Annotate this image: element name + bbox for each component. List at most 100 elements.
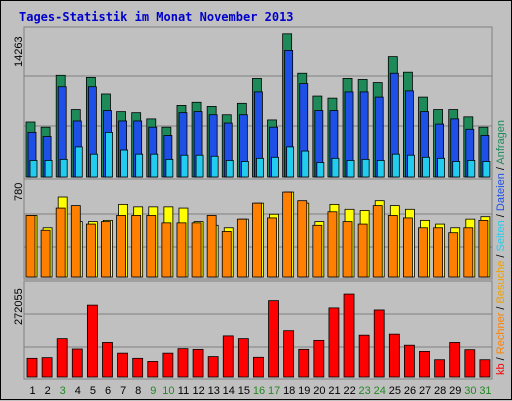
kb-bar-24	[373, 309, 385, 378]
x-tick-label-5: 5	[90, 385, 96, 397]
kb-bar-25	[388, 333, 400, 378]
x-tick-label-2: 2	[45, 385, 51, 397]
x-tick-label-31: 31	[479, 385, 491, 397]
x-tick-label-3: 3	[60, 385, 66, 397]
seiten-bar-16	[256, 157, 264, 178]
x-tick-label-28: 28	[434, 385, 446, 397]
rechner-bar-11	[176, 222, 187, 278]
x-tick-label-18: 18	[283, 385, 295, 397]
kb-bar-31	[479, 359, 491, 378]
kb-bar-30	[464, 349, 476, 378]
x-tick-label-10: 10	[162, 385, 174, 397]
seiten-bar-7	[120, 149, 128, 178]
kb-bar-28	[434, 359, 446, 378]
seiten-bar-14	[225, 159, 234, 178]
kb-bar-18	[283, 330, 295, 378]
seiten-bar-3	[59, 158, 68, 178]
x-tick-label-15: 15	[238, 385, 250, 397]
rechner-bar-10	[161, 222, 172, 278]
seiten-bar-21	[331, 157, 340, 178]
rechner-bar-15	[236, 218, 247, 278]
rechner-bar-14	[221, 231, 232, 278]
rechner-bar-23	[357, 223, 368, 278]
kb-bar-5	[86, 304, 98, 378]
seiten-bar-24	[376, 159, 385, 178]
kb-bar-10	[162, 352, 174, 378]
x-tick-label-26: 26	[404, 385, 416, 397]
kb-bar-3	[56, 338, 68, 378]
rechner-bar-21	[327, 211, 338, 278]
x-tick-label-6: 6	[105, 385, 111, 397]
seiten-bar-5	[89, 153, 98, 178]
seiten-bar-20	[316, 162, 325, 178]
rechner-bar-2	[40, 229, 51, 278]
seiten-bar-17	[271, 156, 279, 178]
x-tick-label-13: 13	[208, 385, 220, 397]
x-tick-label-17: 17	[268, 385, 280, 397]
x-tick-label-11: 11	[178, 385, 189, 397]
rechner-bar-13	[206, 215, 217, 278]
seiten-bar-15	[240, 161, 249, 178]
kb-bar-29	[449, 342, 461, 378]
x-tick-label-21: 21	[328, 385, 340, 397]
seiten-bar-30	[467, 159, 476, 178]
rechner-bar-4	[70, 205, 81, 278]
kb-bar-22	[343, 293, 355, 378]
seiten-bar-27	[422, 156, 430, 178]
seiten-bar-29	[452, 161, 461, 178]
x-tick-label-25: 25	[389, 385, 401, 397]
kb-bar-9	[147, 361, 159, 378]
seiten-bar-6	[105, 131, 113, 178]
rechner-bar-19	[297, 200, 308, 278]
seiten-bar-26	[407, 154, 415, 178]
x-tick-label-22: 22	[343, 385, 355, 397]
rechner-bar-31	[478, 219, 489, 278]
seiten-bar-31	[482, 161, 491, 178]
rechner-bar-7	[116, 215, 126, 278]
x-tick-label-19: 19	[298, 385, 310, 397]
kb-bar-1	[26, 357, 38, 378]
rechner-bar-25	[387, 215, 398, 278]
seiten-bar-4	[74, 146, 83, 178]
seiten-bar-1	[29, 159, 38, 178]
x-tick-label-1: 1	[29, 385, 35, 397]
seiten-bar-2	[44, 159, 53, 178]
rechner-bar-8	[131, 215, 142, 278]
rechner-bar-18	[282, 191, 293, 278]
rechner-bar-9	[146, 215, 157, 278]
rechner-bar-3	[55, 207, 66, 278]
x-tick-label-16: 16	[253, 385, 265, 397]
seiten-bar-8	[135, 153, 144, 178]
x-tick-label-24: 24	[374, 385, 386, 397]
kb-bar-7	[117, 352, 128, 378]
rechner-bar-20	[312, 224, 323, 278]
seiten-bar-23	[361, 158, 370, 178]
seiten-bar-11	[180, 154, 189, 178]
seiten-bar-10	[165, 158, 174, 178]
chart-title: Tages-Statistik im Monat November 2013	[19, 10, 294, 24]
rechner-bar-5	[85, 223, 96, 278]
kb-bar-2	[41, 357, 53, 378]
seiten-bar-12	[195, 154, 204, 178]
rechner-bar-16	[252, 202, 262, 278]
kb-bar-16	[253, 356, 264, 378]
kb-bar-13	[207, 356, 219, 378]
x-tick-label-27: 27	[419, 385, 431, 397]
kb-bar-12	[192, 348, 204, 378]
kb-bar-19	[298, 348, 310, 378]
kb-bar-20	[313, 339, 325, 378]
kb-bar-17	[268, 300, 279, 378]
seiten-bar-13	[210, 155, 219, 178]
seiten-bar-28	[437, 157, 446, 178]
rechner-bar-30	[463, 227, 474, 278]
rechner-bar-29	[448, 232, 459, 278]
kb-bar-27	[419, 351, 430, 378]
rechner-bar-26	[403, 217, 413, 278]
rechner-bar-6	[101, 221, 111, 278]
x-tick-label-20: 20	[313, 385, 325, 397]
rechner-bar-27	[418, 227, 428, 278]
rechner-bar-28	[433, 227, 444, 278]
kb-bar-14	[222, 335, 234, 378]
rechner-bar-12	[191, 222, 202, 278]
